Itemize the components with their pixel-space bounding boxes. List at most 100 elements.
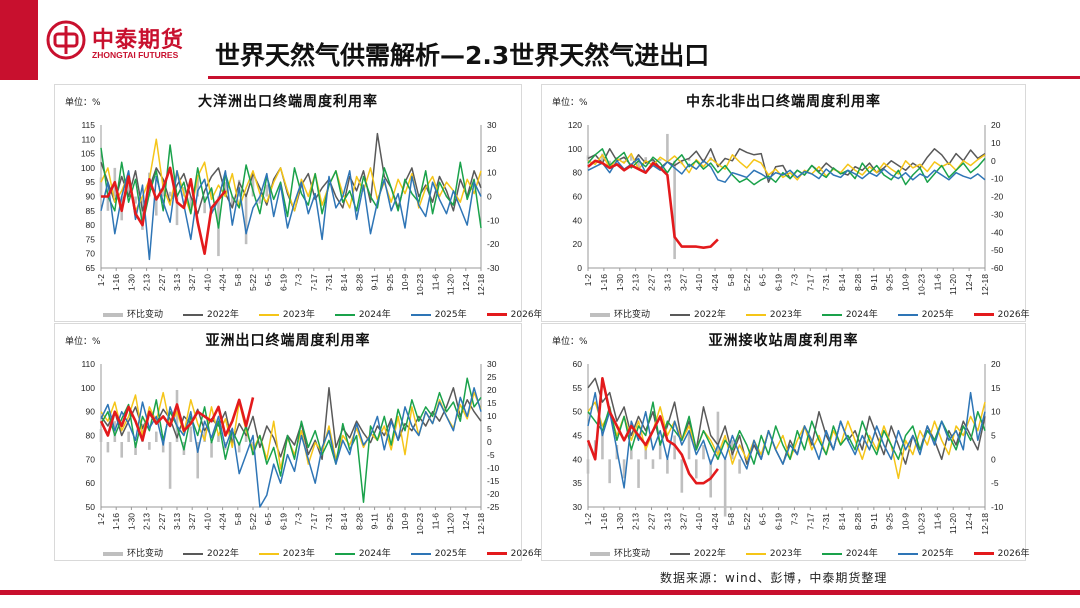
change-bar: [217, 434, 220, 442]
x-tick-label: 6-5: [263, 274, 273, 287]
logo-mark-icon: [46, 20, 86, 60]
y2-tick-label: 20: [991, 359, 1001, 369]
y2-tick-label: 30: [487, 120, 497, 130]
x-tick-label: 2-13: [631, 513, 641, 530]
legend-item: 2022年: [183, 546, 239, 559]
x-tick-label: 10-23: [916, 513, 926, 535]
y-tick-label: 70: [86, 249, 96, 259]
change-bar: [680, 459, 684, 493]
change-bar: [148, 442, 151, 450]
legend-swatch-icon: [670, 552, 691, 555]
x-tick-label: 6-19: [774, 274, 784, 291]
x-tick-label: 8-28: [354, 274, 364, 291]
legend-swatch-icon: [103, 551, 123, 556]
change-bar: [99, 177, 103, 197]
x-tick-label: 7-3: [789, 274, 799, 287]
change-bar: [637, 160, 640, 168]
change-bar: [673, 160, 676, 260]
y2-tick-label: -10: [487, 215, 500, 225]
series-line-2025: [587, 157, 986, 183]
y-tick-label: 90: [86, 192, 96, 202]
series-line-2023: [100, 391, 482, 470]
x-tick-label: 4-10: [202, 513, 212, 530]
change-bar: [237, 442, 241, 453]
y2-tick-label: -10: [991, 502, 1004, 512]
x-tick-label: 10-9: [901, 513, 911, 530]
change-bar: [230, 429, 234, 442]
x-tick-label: 6-5: [758, 513, 768, 526]
y2-tick-label: -10: [991, 174, 1004, 184]
x-tick-label: 1-30: [615, 513, 625, 530]
x-tick-label: 10-9: [400, 513, 410, 530]
change-bar: [687, 430, 691, 460]
x-tick-label: 10-9: [901, 274, 911, 291]
y2-tick-label: -5: [991, 478, 999, 488]
x-tick-label: 5-8: [233, 274, 243, 287]
x-tick-label: 7-31: [324, 274, 334, 291]
x-tick-label: 1-16: [599, 274, 609, 291]
x-tick-label: 2-13: [142, 274, 152, 291]
series-line-2025: [100, 387, 482, 508]
x-tick-label: 10-23: [415, 513, 425, 535]
x-tick-label: 4-24: [218, 274, 228, 291]
x-tick-label: 3-13: [662, 274, 672, 291]
chart-legend: 环比变动 2022年 2023年 2024年 2025年 2026年: [590, 307, 1050, 320]
y-tick-label: 50: [573, 407, 583, 417]
change-bar: [637, 459, 640, 488]
change-bar: [99, 429, 103, 442]
legend-label: 2025年: [921, 549, 954, 559]
change-bar: [154, 196, 158, 216]
legend-swatch-icon: [973, 552, 994, 555]
legend-label: 2022年: [207, 310, 239, 320]
legend-item: 2026年: [486, 307, 543, 320]
change-bar: [666, 133, 669, 161]
legend-label: 2023年: [282, 310, 315, 320]
y-tick-label: 40: [573, 454, 583, 464]
data-source-note: 数据来源：wind、彭博，中泰期货整理: [660, 571, 888, 585]
legend-item: 2022年: [183, 307, 239, 320]
x-tick-label: 5-22: [248, 274, 258, 291]
series-line-2026: [587, 159, 719, 249]
y-tick-label: 35: [573, 478, 583, 488]
change-bar: [168, 442, 172, 489]
legend-item: 2025年: [897, 546, 954, 559]
x-tick-label: 7-3: [294, 274, 304, 287]
y2-tick-label: -20: [487, 239, 500, 249]
legend-swatch-icon: [258, 552, 279, 555]
x-tick-label: 1-30: [126, 513, 136, 530]
x-tick-label: 7-17: [309, 513, 319, 530]
series-line-2026: [586, 376, 719, 485]
legend-item: 2022年: [670, 307, 726, 320]
x-tick-label: 5-22: [248, 513, 258, 530]
change-bar: [601, 430, 604, 460]
y-tick-label: 20: [573, 239, 583, 249]
change-bar: [658, 158, 662, 161]
chart-title: 大洋洲出口终端周度利用率: [198, 94, 378, 110]
y-tick-label: 90: [86, 407, 96, 417]
y-tick-label: 55: [573, 383, 583, 393]
change-bar: [658, 440, 662, 460]
change-bar: [189, 426, 193, 442]
y2-tick-label: -25: [487, 502, 500, 512]
legend-item: 2026年: [486, 546, 543, 559]
x-tick-label: 9-25: [385, 513, 395, 530]
legend-label: 2022年: [207, 549, 239, 559]
y2-tick-label: -40: [991, 227, 1004, 237]
x-tick-label: 1-2: [583, 274, 593, 287]
legend-item: 环比变动: [103, 307, 163, 320]
change-bar: [134, 196, 137, 204]
y-tick-label: 80: [86, 220, 96, 230]
legend-item: 2025年: [897, 307, 954, 320]
x-tick-label: 9-25: [885, 513, 895, 530]
legend-item: 环比变动: [590, 307, 650, 320]
change-bar: [203, 196, 206, 214]
x-tick-label: 8-14: [837, 513, 847, 530]
change-bar: [630, 449, 633, 460]
x-tick-label: 11-6: [932, 513, 942, 530]
legend-swatch-icon: [821, 313, 842, 316]
y2-tick-label: -20: [487, 489, 500, 499]
legend-swatch-icon: [183, 313, 204, 316]
x-tick-label: 12-18: [980, 513, 990, 535]
y2-tick-label: 20: [991, 120, 1001, 130]
x-tick-label: 4-24: [710, 274, 720, 291]
